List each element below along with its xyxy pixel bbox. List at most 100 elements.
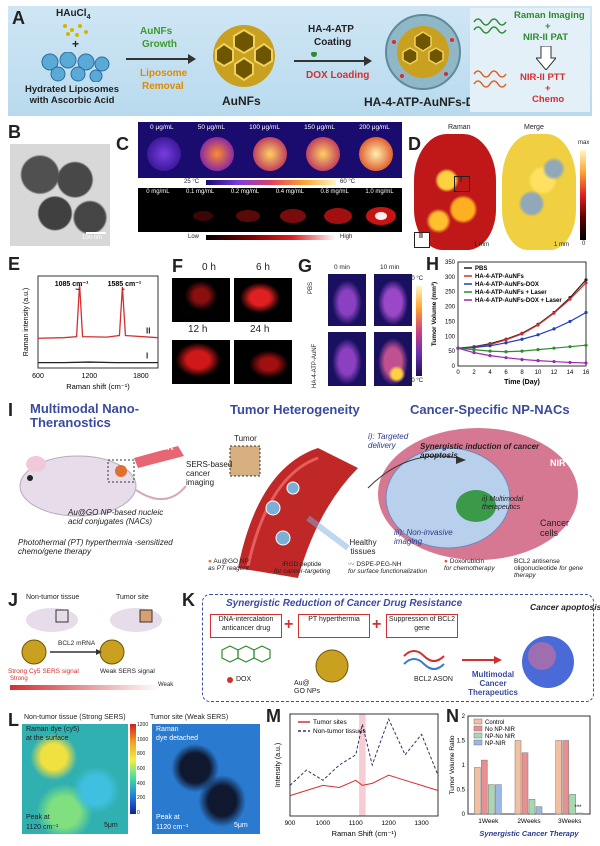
x-tick-8: 16 xyxy=(583,370,590,376)
d-cb-max: max xyxy=(578,140,590,146)
c-row1-0: 0 μg/mL xyxy=(150,124,174,131)
y-tick-4: 200 xyxy=(445,305,456,311)
x-tick-6: 12 xyxy=(551,370,558,376)
l-peak2a: Peak at xyxy=(156,814,180,821)
d-title2: Merge xyxy=(524,124,544,131)
series-label-1: I xyxy=(146,352,148,361)
series-4-point-8 xyxy=(584,361,588,365)
l-n1b: at the surface xyxy=(26,735,69,742)
l-cb-2: 800 xyxy=(137,751,146,758)
legend-label-3: HA-4-ATP-AuNFs + Laser xyxy=(475,290,547,296)
k-frame xyxy=(202,594,594,702)
y-tick-3: 1.5 xyxy=(457,739,466,745)
y-axis-label: Raman intensity (a.u.) xyxy=(23,288,30,356)
series-2-point-2 xyxy=(488,344,492,348)
annotation-arrow-1 xyxy=(122,288,125,291)
c-colorbar2 xyxy=(206,235,336,240)
c-row1-2: 100 μg/mL xyxy=(249,124,280,131)
i-legend: ● Au@GO NP as PT reagent 〰 iRGD peptide fo… xyxy=(208,558,594,582)
panel-h: H 0 50 100 150 200 250 300 350 0 2 4 6 8 10 12 14 16 Time… xyxy=(426,254,594,394)
c-row2-1: 0.1 mg/mL xyxy=(186,189,215,195)
aunf-dox-sphere xyxy=(385,14,461,90)
wave-icons xyxy=(473,18,507,88)
g-img-au-0 xyxy=(328,332,366,386)
l-cb-0: 1200 xyxy=(137,722,149,728)
c-row1-4: 200 μg/mL xyxy=(359,124,390,131)
panel-c: C 0 μg/mL 50 μg/mL 100 μg/mL 150 μg/mL 2… xyxy=(116,122,404,252)
panel-i: I Multimodal Nano-Theranostics Tumor Het… xyxy=(8,398,594,582)
g-cb-min: 30 °C xyxy=(408,378,424,384)
legend-label-2: HA-4-ATP-AuNFs-DOX xyxy=(475,282,539,288)
k-multi: Multimodal Cancer Therapeutics xyxy=(468,670,518,697)
product-aunfs: AuNFs xyxy=(222,94,261,108)
series-line-1 xyxy=(38,361,158,364)
g-img-pbs-0 xyxy=(328,274,366,326)
i-tumor: Tumor xyxy=(234,434,257,443)
panel-b: B TEM 100 nm xyxy=(8,122,112,248)
panel-k: K Synergistic Reduction of Cancer Drug R… xyxy=(182,590,600,702)
series-1-point-6 xyxy=(552,311,556,315)
series-2-point-7 xyxy=(568,319,572,324)
g-t2: 10 min xyxy=(380,264,400,271)
reagent-liposomes: Hydrated Liposomes with Ascorbic Acid xyxy=(25,84,119,106)
d-inset2: I xyxy=(460,177,462,184)
out-bot2: + xyxy=(545,83,551,94)
l-n2b: dye detached xyxy=(156,735,199,742)
x-tick-3: 1200 xyxy=(381,820,396,827)
y-tick-6: 300 xyxy=(445,275,456,281)
series-2-point-4 xyxy=(520,337,524,341)
c-row1-labels: 0 μg/mL 50 μg/mL 100 μg/mL 150 μg/mL 200… xyxy=(138,124,402,131)
bar-0-1 xyxy=(481,759,488,815)
i-healthy: Healthy tissues xyxy=(349,538,377,556)
panel-e: E II I 600 1200 1800 Raman shift (cm⁻¹) Raman … xyxy=(8,254,168,394)
panel-d: D Raman Merge I II 1 mm 1 mm max 0 xyxy=(408,122,594,252)
arrow2 xyxy=(294,52,372,66)
legend-label-3: NP-NIR xyxy=(485,741,506,747)
raman-map xyxy=(414,134,496,250)
x-tick-2: 3Weeks xyxy=(558,818,582,825)
x-tick-0: 0 xyxy=(456,370,460,376)
panel-e-label: E xyxy=(8,254,21,274)
tem-scale-label: 100 nm xyxy=(82,235,103,241)
out-bot3: Chemo xyxy=(532,94,565,105)
panel-k-label: K xyxy=(182,590,195,610)
panel-a: A HAuCl4 + Hydrated Liposomes with Ascor… xyxy=(8,6,592,116)
highlight-band xyxy=(359,714,366,816)
legend-label-2: NP-No NIR xyxy=(485,734,516,740)
series-2-point-8 xyxy=(584,310,588,315)
k-title: Synergistic Reduction of Cancer Drug Res… xyxy=(226,598,463,609)
c-colorbar1 xyxy=(206,180,336,185)
tem-scalebar xyxy=(86,232,106,234)
i-h2: Tumor Heterogeneity xyxy=(230,402,360,417)
y-tick-3: 150 xyxy=(445,319,456,325)
l-map2 xyxy=(152,724,260,834)
x-tick-2: 4 xyxy=(488,370,492,376)
l-t1: Non-tumor tissue (Strong SERS) xyxy=(24,714,126,721)
leg4: ● Doxorubicin for chemotherapy xyxy=(444,558,495,572)
pa-img-0h xyxy=(172,278,230,322)
y-axis-label: Tumor Volume (mm³) xyxy=(431,282,438,346)
g-colorbar xyxy=(416,286,422,376)
out-top3: NIR-II PAT xyxy=(523,32,569,43)
panel-j-label: J xyxy=(8,590,19,610)
g-row2: HA-4-ATP-AuNF xyxy=(312,343,318,388)
series-3-point-2 xyxy=(488,349,492,353)
k-aso: BCL2 ASON xyxy=(414,676,453,683)
series-2-point-5 xyxy=(536,333,540,337)
significance-annotation: *** xyxy=(574,805,582,811)
panel-n-label: N xyxy=(446,706,459,726)
series-3-point-5 xyxy=(536,348,540,352)
x-tick-4: 8 xyxy=(520,370,524,376)
d-title1: Raman xyxy=(448,124,471,131)
l-cb-6: 0 xyxy=(137,809,140,816)
legend-label-0: Tumor sites xyxy=(313,719,347,726)
l-n1a: Raman dye (cy5) xyxy=(26,726,80,733)
i-i3: iii): Non-invasive imaging xyxy=(394,528,453,546)
x-tick-3: 6 xyxy=(504,370,508,376)
tem-image xyxy=(10,144,110,246)
chart-h: 0 50 100 150 200 250 300 350 0 2 4 6 8 10 12 14 16 Time (… xyxy=(431,260,590,386)
panel-b-label: B xyxy=(8,122,21,142)
i-i1: i): Targeted delivery xyxy=(368,432,409,450)
j-illustration xyxy=(10,608,162,690)
bar-1-2 xyxy=(528,799,536,815)
